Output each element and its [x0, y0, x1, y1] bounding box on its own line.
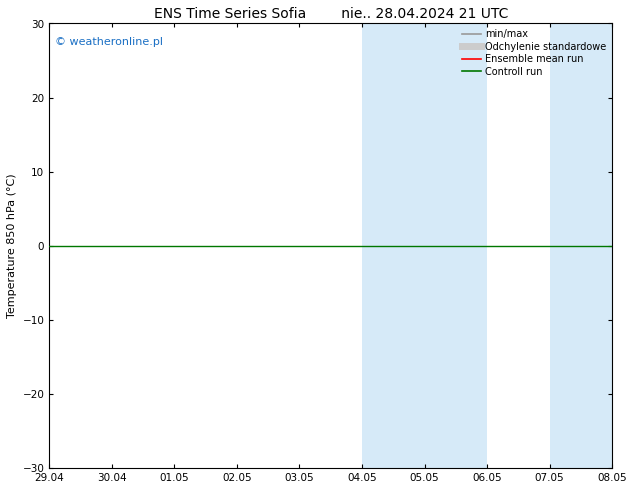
Bar: [425, 24, 487, 468]
Bar: [550, 24, 612, 468]
Legend: min/max, Odchylenie standardowe, Ensemble mean run, Controll run: min/max, Odchylenie standardowe, Ensembl…: [458, 25, 611, 80]
Text: © weatheronline.pl: © weatheronline.pl: [55, 37, 163, 47]
Title: ENS Time Series Sofia        nie.. 28.04.2024 21 UTC: ENS Time Series Sofia nie.. 28.04.2024 2…: [153, 7, 508, 21]
Y-axis label: Temperature 850 hPa (°C): Temperature 850 hPa (°C): [7, 173, 17, 318]
Bar: [362, 24, 425, 468]
